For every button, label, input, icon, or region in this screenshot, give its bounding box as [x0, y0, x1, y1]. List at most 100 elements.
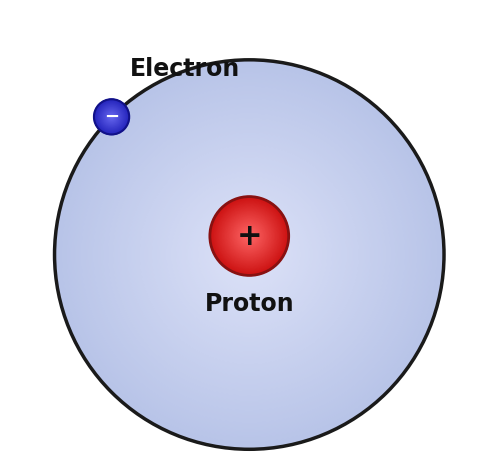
- Circle shape: [222, 209, 277, 263]
- Circle shape: [97, 102, 126, 131]
- Circle shape: [223, 210, 276, 262]
- Circle shape: [223, 228, 276, 281]
- Circle shape: [96, 101, 403, 408]
- Circle shape: [98, 104, 400, 405]
- Circle shape: [109, 115, 114, 119]
- Circle shape: [147, 152, 351, 357]
- Text: +: +: [237, 221, 262, 251]
- Circle shape: [113, 118, 385, 391]
- Circle shape: [96, 101, 127, 133]
- Circle shape: [214, 201, 285, 271]
- Circle shape: [220, 207, 278, 265]
- Circle shape: [212, 199, 287, 273]
- Circle shape: [104, 109, 120, 125]
- Circle shape: [211, 197, 288, 275]
- Circle shape: [96, 102, 127, 132]
- Circle shape: [208, 213, 291, 296]
- Circle shape: [101, 106, 122, 127]
- Circle shape: [106, 110, 118, 123]
- Circle shape: [238, 224, 261, 248]
- Circle shape: [142, 147, 356, 362]
- Circle shape: [60, 65, 439, 445]
- Circle shape: [76, 82, 422, 427]
- Circle shape: [193, 199, 305, 311]
- Circle shape: [164, 169, 335, 340]
- Circle shape: [132, 138, 366, 371]
- Circle shape: [167, 172, 332, 337]
- Circle shape: [157, 162, 342, 347]
- Circle shape: [106, 111, 117, 123]
- Circle shape: [213, 200, 286, 272]
- Circle shape: [234, 221, 264, 251]
- Circle shape: [62, 67, 437, 442]
- Circle shape: [104, 110, 119, 124]
- Circle shape: [57, 62, 442, 447]
- Circle shape: [203, 208, 296, 301]
- Circle shape: [102, 108, 121, 126]
- Circle shape: [247, 252, 252, 257]
- Circle shape: [98, 103, 125, 130]
- Circle shape: [67, 72, 432, 437]
- Circle shape: [230, 217, 268, 255]
- Circle shape: [233, 219, 266, 253]
- Circle shape: [109, 114, 114, 119]
- Circle shape: [215, 220, 283, 288]
- Circle shape: [246, 233, 252, 239]
- Circle shape: [213, 218, 286, 291]
- Circle shape: [225, 230, 274, 279]
- Circle shape: [105, 110, 118, 124]
- Circle shape: [237, 243, 262, 267]
- Circle shape: [189, 194, 310, 315]
- Circle shape: [226, 212, 273, 260]
- Circle shape: [95, 100, 129, 134]
- Circle shape: [125, 130, 373, 379]
- Circle shape: [243, 230, 255, 242]
- Circle shape: [235, 240, 264, 269]
- Circle shape: [229, 216, 269, 256]
- Circle shape: [227, 214, 271, 258]
- Circle shape: [115, 121, 383, 388]
- Circle shape: [123, 128, 376, 381]
- Circle shape: [110, 116, 388, 393]
- Circle shape: [98, 104, 125, 130]
- Circle shape: [205, 211, 293, 298]
- Circle shape: [107, 112, 117, 122]
- Circle shape: [241, 228, 257, 244]
- Circle shape: [106, 111, 393, 398]
- Circle shape: [118, 123, 381, 386]
- Text: Electron: Electron: [130, 57, 240, 81]
- Circle shape: [97, 103, 126, 131]
- Circle shape: [235, 222, 264, 250]
- Circle shape: [244, 250, 254, 260]
- Circle shape: [227, 213, 272, 259]
- Circle shape: [94, 99, 405, 410]
- Circle shape: [84, 89, 415, 420]
- Circle shape: [210, 216, 288, 294]
- Circle shape: [111, 116, 112, 118]
- Circle shape: [248, 235, 251, 237]
- Circle shape: [108, 113, 115, 120]
- Circle shape: [179, 184, 320, 325]
- Text: −: −: [104, 108, 119, 126]
- Circle shape: [102, 107, 121, 126]
- Circle shape: [230, 235, 269, 274]
- Circle shape: [238, 225, 260, 247]
- Circle shape: [152, 157, 347, 352]
- Circle shape: [211, 198, 287, 274]
- Circle shape: [218, 205, 280, 267]
- Circle shape: [159, 164, 339, 345]
- Circle shape: [232, 237, 266, 271]
- Circle shape: [242, 247, 257, 262]
- Circle shape: [99, 104, 124, 129]
- Circle shape: [155, 160, 344, 349]
- Circle shape: [108, 114, 115, 120]
- Circle shape: [242, 229, 256, 243]
- Circle shape: [176, 182, 322, 328]
- Circle shape: [216, 203, 282, 269]
- Circle shape: [225, 211, 274, 261]
- Circle shape: [81, 86, 417, 422]
- Circle shape: [215, 202, 284, 270]
- Circle shape: [233, 220, 265, 252]
- Circle shape: [91, 96, 408, 413]
- Circle shape: [228, 233, 271, 277]
